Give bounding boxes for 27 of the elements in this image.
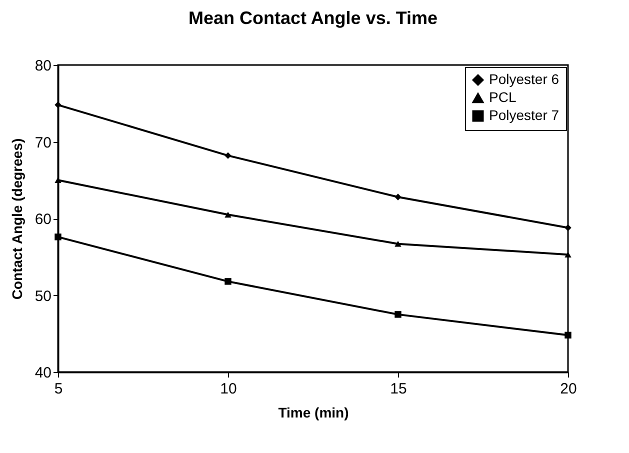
- point: [54, 102, 62, 108]
- y-tick-label: 50: [34, 288, 52, 305]
- y-tick-label: 40: [34, 364, 52, 382]
- x-tick-label: 5: [54, 380, 63, 398]
- point: [394, 240, 402, 247]
- point: [564, 252, 572, 258]
- y-axis-title: Contact Angle (degrees): [8, 138, 25, 300]
- point: [224, 278, 232, 285]
- y-tick-label: 80: [34, 58, 52, 74]
- point: [54, 177, 62, 184]
- legend-label: Polyester 7: [489, 107, 560, 123]
- point: [224, 212, 232, 218]
- x-tick-label: 20: [560, 380, 577, 398]
- y-tick-label: 70: [34, 134, 52, 152]
- chart-title: Mean Contact Angle vs. Time: [188, 8, 438, 28]
- point: [564, 332, 572, 339]
- point: [564, 224, 572, 232]
- point: [224, 152, 232, 159]
- y-tick-label: 60: [34, 211, 52, 228]
- point: [54, 234, 62, 240]
- point: [394, 194, 402, 200]
- x-tick-label: 15: [390, 380, 407, 398]
- legend-label: PCL: [489, 89, 516, 105]
- legend-label: Polyester 6: [489, 71, 560, 87]
- x-tick-label: 10: [220, 380, 237, 398]
- x-axis-title: Time (min): [278, 404, 349, 420]
- point: [394, 311, 402, 318]
